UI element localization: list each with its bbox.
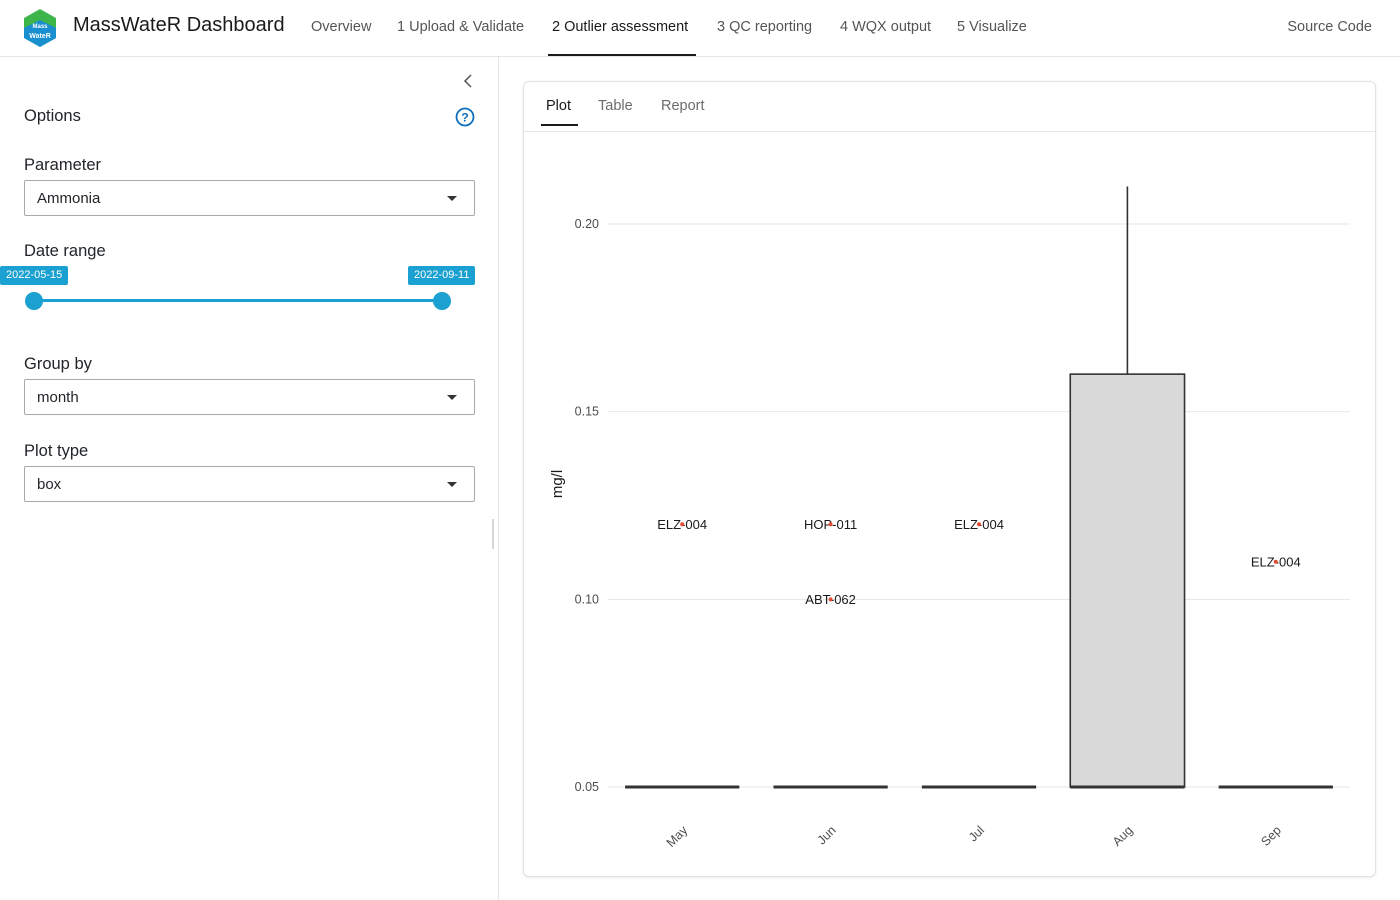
nav-tab-wqx-output[interactable]: 4 WQX output [840,19,932,35]
date-range-label: Date range [24,242,106,260]
active-tab-indicator [548,54,696,56]
nav-tab-visualize[interactable]: 5 Visualize [957,19,1027,35]
tab-report[interactable]: Report [661,98,705,114]
parameter-select[interactable]: Ammonia [24,180,475,216]
brand-title[interactable]: MassWateR Dashboard [73,14,285,36]
masswater-logo[interactable]: Mass WateR [22,8,58,48]
sidebar: Options ? Parameter Ammonia Date range 2… [0,57,499,900]
plot-type-select[interactable]: box [24,466,475,502]
x-tick-label: Jun [815,823,839,847]
date-range-start-handle[interactable] [25,292,43,310]
date-range-end-tag: 2022-09-11 [408,266,476,285]
parameter-label: Parameter [24,156,102,174]
tab-plot[interactable]: Plot [546,98,571,114]
caret-down-icon [447,196,457,201]
options-title: Options [24,107,81,125]
date-range-track[interactable] [34,299,442,302]
y-tick-label: 0.20 [575,217,599,231]
outlier-point [828,597,833,602]
navbar: Mass WateR MassWateR Dashboard Overview … [0,0,1400,57]
plot-card-tabs: Plot Table Report [524,82,1375,132]
logo-text-bottom: WateR [29,33,51,40]
x-tick-label: Sep [1258,823,1284,849]
parameter-value: Ammonia [37,190,101,207]
date-range-end-handle[interactable] [433,292,451,310]
group-by-select[interactable]: month [24,379,475,415]
source-code-link[interactable]: Source Code [1287,19,1372,35]
x-tick-label: Jul [966,823,987,844]
nav-tab-upload-validate[interactable]: 1 Upload & Validate [397,19,525,35]
svg-text:?: ? [461,111,468,125]
y-tick-label: 0.05 [575,780,599,794]
outlier-box-plot: mg/l ELZ-004HOP-011ABT-062ELZ-004ELZ-004… [549,186,1350,850]
group-by-label: Group by [24,355,92,373]
sidebar-resize-handle[interactable] [492,519,494,549]
nav-tab-outlier-assessment[interactable]: 2 Outlier assessment [552,19,689,35]
outlier-point [680,522,685,527]
date-range-start-tag: 2022-05-15 [0,266,69,285]
group-by-value: month [37,389,79,406]
caret-down-icon [447,395,457,400]
plot-type-label: Plot type [24,442,89,460]
outlier-point [977,522,981,527]
logo-text-top: Mass [32,24,48,30]
chevron-left-icon[interactable] [458,71,478,91]
plot-type-value: box [37,476,62,493]
tab-table[interactable]: Table [598,98,633,114]
nav-tab-qc-reporting[interactable]: 3 QC reporting [717,19,813,35]
y-axis-label: mg/l [549,470,566,498]
help-icon[interactable]: ? [455,107,475,127]
nav-tab-overview[interactable]: Overview [311,19,372,35]
outlier-point [1273,559,1278,564]
caret-down-icon [447,482,457,487]
x-tick-label: Aug [1110,823,1136,849]
outlier-point [828,522,833,527]
plot-tab-indicator [541,124,578,126]
y-tick-label: 0.15 [575,405,599,419]
box-aug [1069,373,1186,788]
x-tick-label: May [664,823,691,850]
y-tick-label: 0.10 [575,592,599,606]
plot-card: Plot Table Report [523,81,1376,877]
